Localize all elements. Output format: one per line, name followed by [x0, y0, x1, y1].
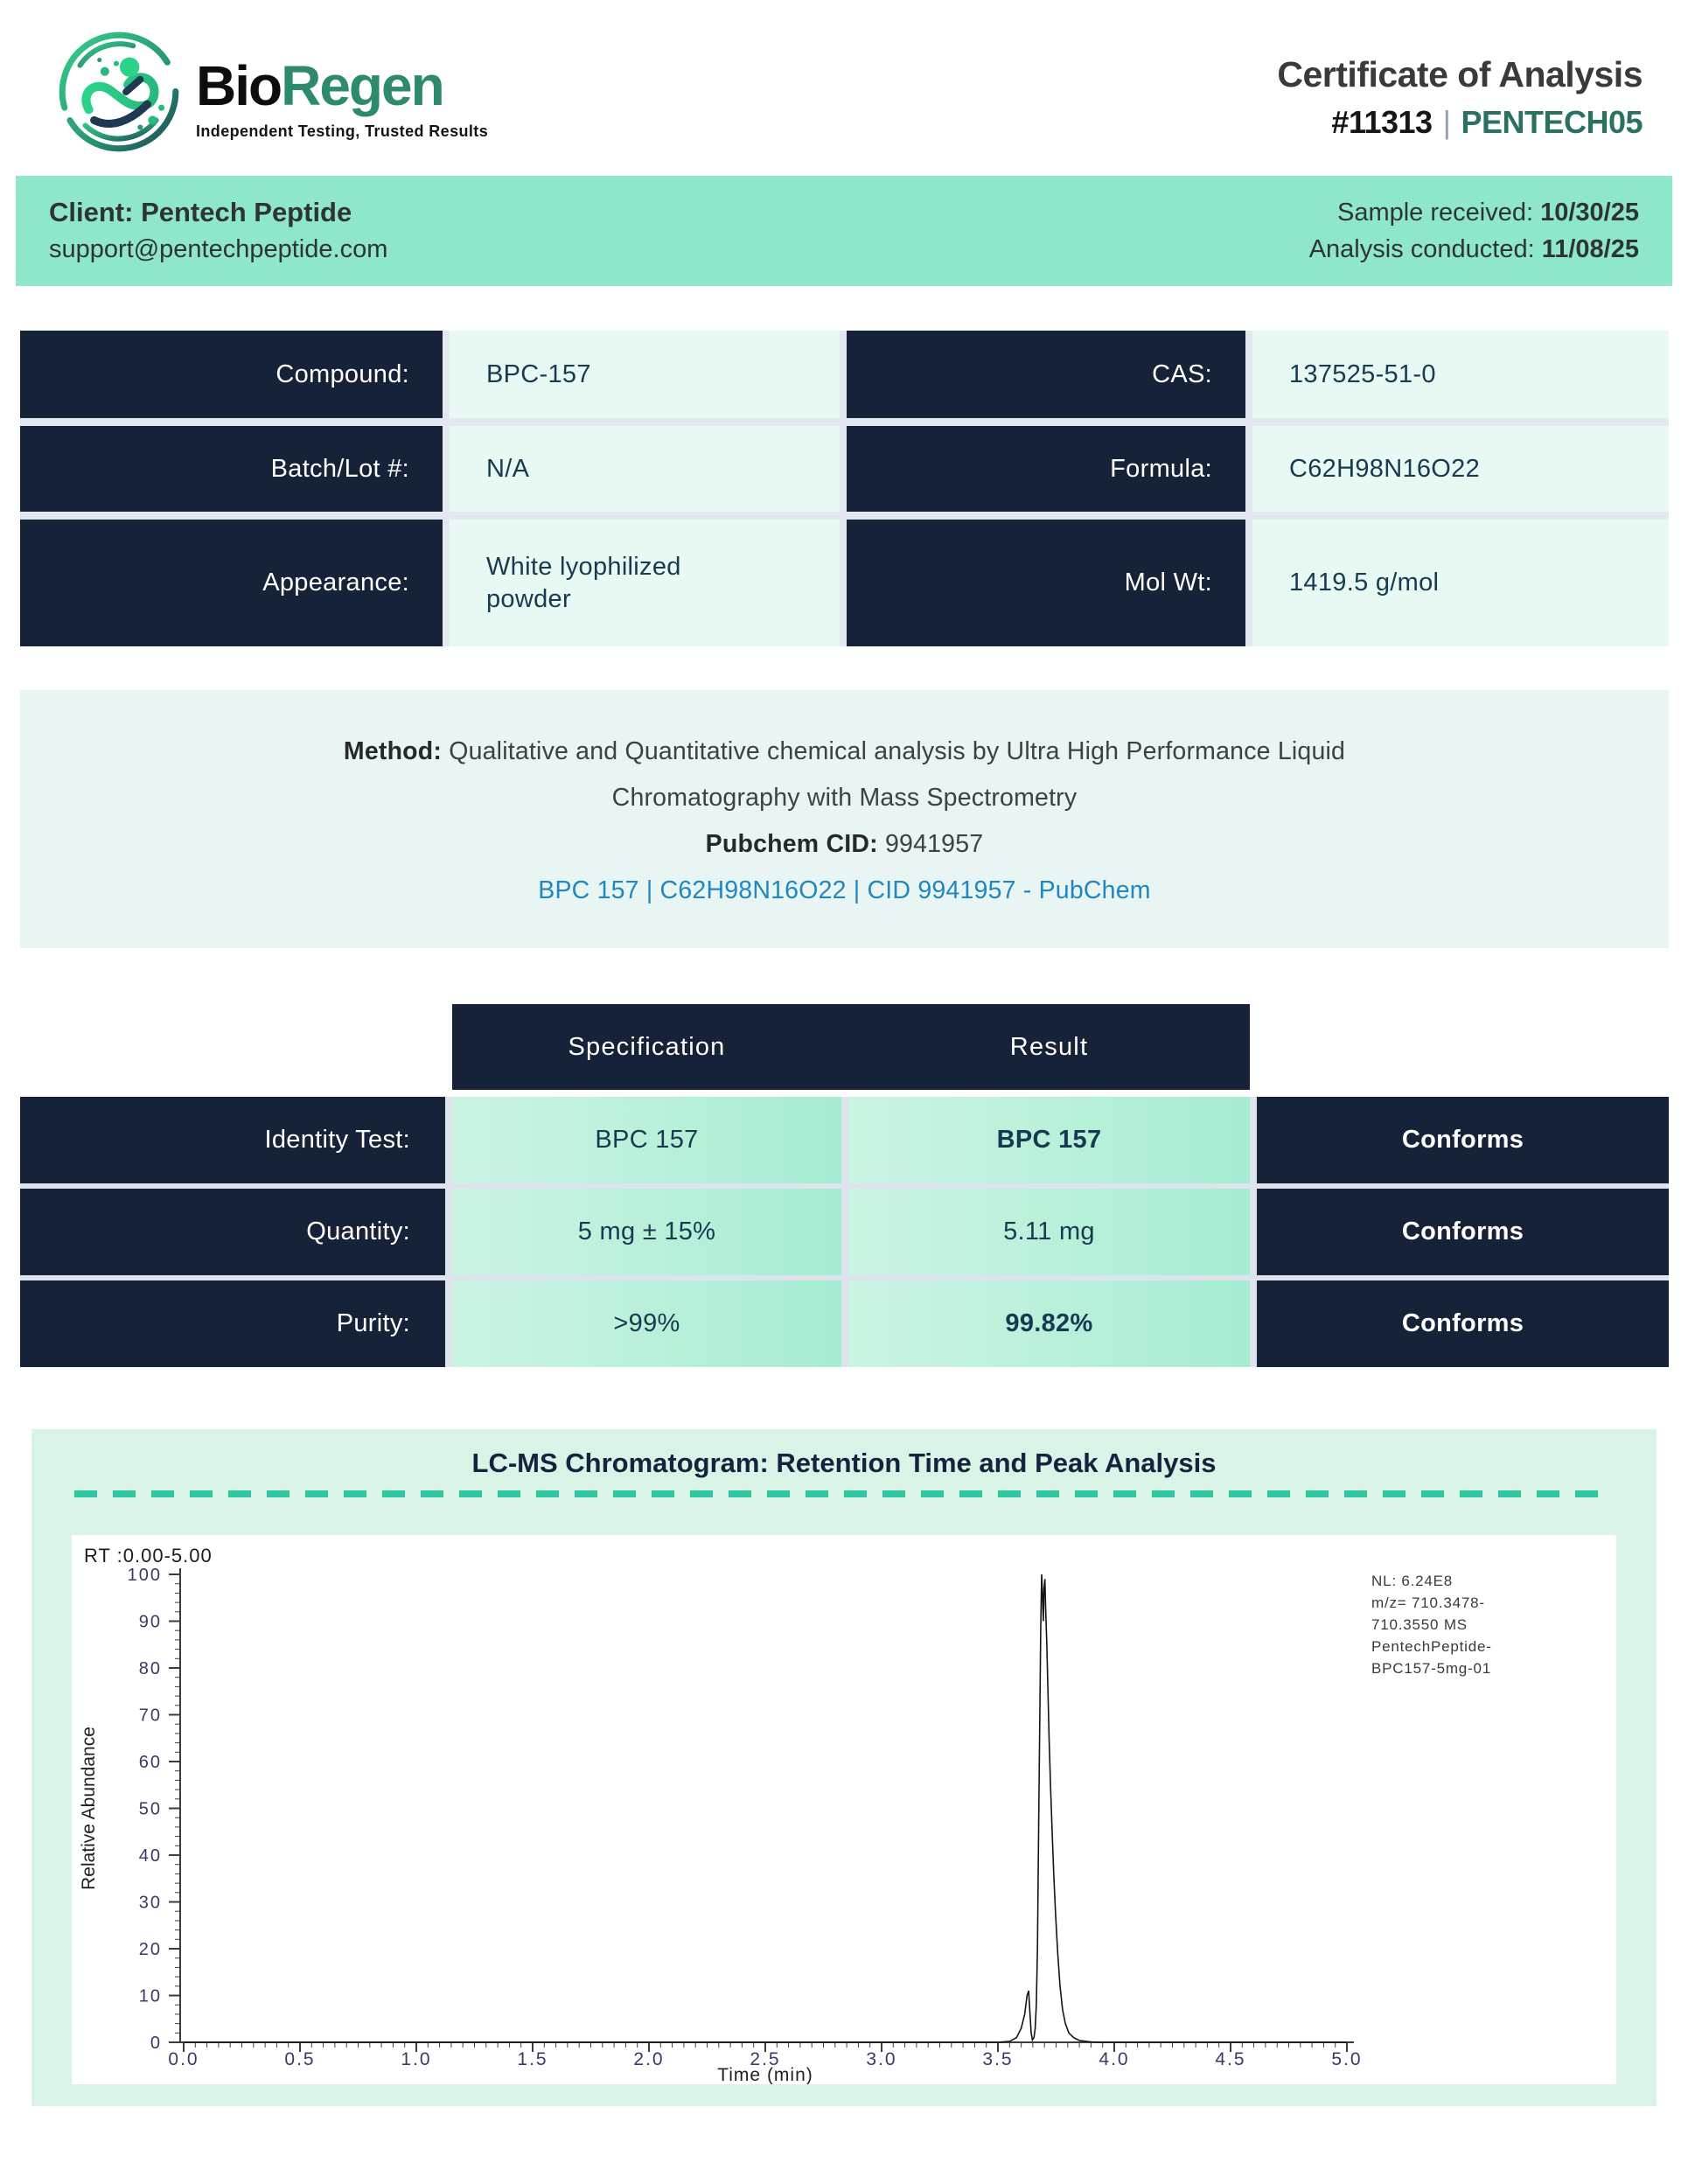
svg-text:0: 0: [150, 2034, 162, 2053]
cas-value: 137525-51-0: [1252, 331, 1669, 418]
identity-test-spec: BPC 157: [452, 1097, 841, 1183]
specification-header: Specification: [568, 1032, 726, 1061]
brand-bio: Bio: [196, 54, 282, 117]
svg-text:30: 30: [139, 1894, 162, 1913]
purity-result: 99.82%: [848, 1280, 1250, 1367]
molwt-label: Mol Wt:: [847, 520, 1245, 646]
cas-label: CAS:: [847, 331, 1245, 418]
svg-text:2.5: 2.5: [750, 2049, 780, 2069]
svg-text:2.0: 2.0: [633, 2049, 664, 2069]
compound-label: Compound:: [20, 331, 443, 418]
batch-label: Batch/Lot #:: [20, 426, 443, 512]
chromatogram-chart: 0 10 20 30 40 50 60 70 80 90 100 0.0 0.5 1.0 1.5 2.0 2.5…: [72, 1535, 1616, 2084]
identity-test-label: Identity Test:: [20, 1097, 445, 1183]
brand-name: BioRegen: [196, 58, 488, 114]
chromatogram-title: LC-MS Chromatogram: Retention Time and P…: [471, 1448, 1217, 1478]
svg-text:50: 50: [139, 1800, 162, 1819]
formula-value: C62H98N16O22: [1252, 426, 1669, 512]
separator: |: [1442, 104, 1451, 140]
svg-text:3.0: 3.0: [866, 2049, 896, 2069]
compound-info-table: Compound: BPC-157 CAS: 137525-51-0 Batch…: [20, 331, 1669, 646]
document-header: Certificate of Analysis #11313 | PENTECH05: [1277, 54, 1643, 141]
quantity-result: 5.11 mg: [848, 1189, 1250, 1275]
svg-text:1.0: 1.0: [401, 2049, 431, 2069]
svg-text:0.5: 0.5: [284, 2049, 315, 2069]
svg-text:0.0: 0.0: [168, 2049, 199, 2069]
rt-range-label: RT :0.00-5.00: [84, 1545, 213, 1566]
purity-status: Conforms: [1257, 1280, 1669, 1367]
purity-spec: >99%: [452, 1280, 841, 1367]
client-info: Client: Pentech Peptide support@pentechp…: [49, 194, 387, 286]
brand-block: BioRegen Independent Testing, Trusted Re…: [196, 58, 488, 141]
svg-text:Relative Abundance: Relative Abundance: [79, 1727, 99, 1890]
annotation-line: PentechPeptide-: [1371, 1638, 1492, 1655]
svg-text:80: 80: [139, 1659, 162, 1678]
report-number: #11313: [1331, 104, 1433, 140]
sample-dates: Sample received: 10/30/25 Analysis condu…: [1309, 194, 1639, 286]
annotation-line: NL: 6.24E8: [1371, 1573, 1454, 1589]
svg-text:1.5: 1.5: [517, 2049, 548, 2069]
chromatogram-section: LC-MS Chromatogram: Retention Time and P…: [31, 1429, 1657, 2106]
quantity-spec: 5 mg ± 15%: [452, 1189, 841, 1275]
identity-test-result: BPC 157: [848, 1097, 1250, 1183]
annotation-line: m/z= 710.3478-: [1371, 1594, 1485, 1611]
svg-text:100: 100: [128, 1566, 162, 1585]
chromatogram-svg: 0 10 20 30 40 50 60 70 80 90 100 0.0 0.5 1.0 1.5 2.0 2.5…: [79, 1566, 1362, 2084]
identity-test-status: Conforms: [1257, 1097, 1669, 1183]
svg-text:3.5: 3.5: [982, 2049, 1013, 2069]
svg-text:90: 90: [139, 1613, 162, 1632]
results-table: Identity Test: BPC 157 BPC 157 Conforms …: [20, 1097, 1669, 1367]
brand-tagline: Independent Testing, Trusted Results: [196, 122, 489, 140]
client-name-line: Client: Pentech Peptide: [49, 197, 352, 227]
bioregen-logo-icon: [59, 31, 179, 152]
pubchem-line: Pubchem CID: 9941957: [705, 830, 984, 858]
svg-text:40: 40: [139, 1846, 162, 1866]
result-header: Result: [1009, 1032, 1089, 1061]
batch-value: N/A: [450, 426, 840, 512]
svg-text:5.0: 5.0: [1331, 2049, 1362, 2069]
appearance-label: Appearance:: [20, 520, 443, 646]
purity-label: Purity:: [20, 1280, 445, 1367]
molwt-value: 1419.5 g/mol: [1252, 520, 1669, 646]
document-code: #11313 | PENTECH05: [1277, 104, 1643, 141]
peak-annotation: NL: 6.24E8 m/z= 710.3478- 710.3550 MS Pe…: [1371, 1570, 1492, 1679]
svg-text:60: 60: [139, 1753, 162, 1772]
dashed-divider: [74, 1490, 1614, 1497]
sample-received-line: Sample received: 10/30/25: [1336, 199, 1639, 227]
quantity-label: Quantity:: [20, 1189, 445, 1275]
method-text: Method: Qualitative and Quantitative che…: [343, 737, 1346, 812]
document-title: Certificate of Analysis: [1277, 54, 1643, 94]
report-code: PENTECH05: [1461, 104, 1643, 140]
svg-text:4.0: 4.0: [1099, 2049, 1129, 2069]
appearance-value: White lyophilized powder: [450, 520, 840, 646]
svg-text:70: 70: [139, 1706, 162, 1726]
svg-text:20: 20: [139, 1940, 162, 1959]
method-panel: Method: Qualitative and Quantitative che…: [20, 690, 1669, 948]
compound-value: BPC-157: [450, 331, 840, 418]
svg-text:4.5: 4.5: [1215, 2049, 1245, 2069]
formula-label: Formula:: [847, 426, 1245, 512]
annotation-line: 710.3550 MS: [1371, 1616, 1468, 1633]
client-band: Client: Pentech Peptide support@pentechp…: [16, 176, 1672, 286]
analysis-conducted-line: Analysis conducted: 11/08/25: [1308, 235, 1639, 263]
results-table-header: Specification Result: [452, 1004, 1250, 1090]
quantity-status: Conforms: [1257, 1189, 1669, 1275]
svg-text:10: 10: [139, 1987, 162, 2006]
pubchem-link[interactable]: BPC 157 | C62H98N16O22 | CID 9941957 - P…: [538, 876, 1151, 904]
annotation-line: BPC157-5mg-01: [1371, 1660, 1492, 1677]
svg-text:Time (min): Time (min): [717, 2065, 813, 2084]
client-email: support@pentechpeptide.com: [49, 235, 388, 263]
brand-regen: Regen: [281, 54, 445, 117]
